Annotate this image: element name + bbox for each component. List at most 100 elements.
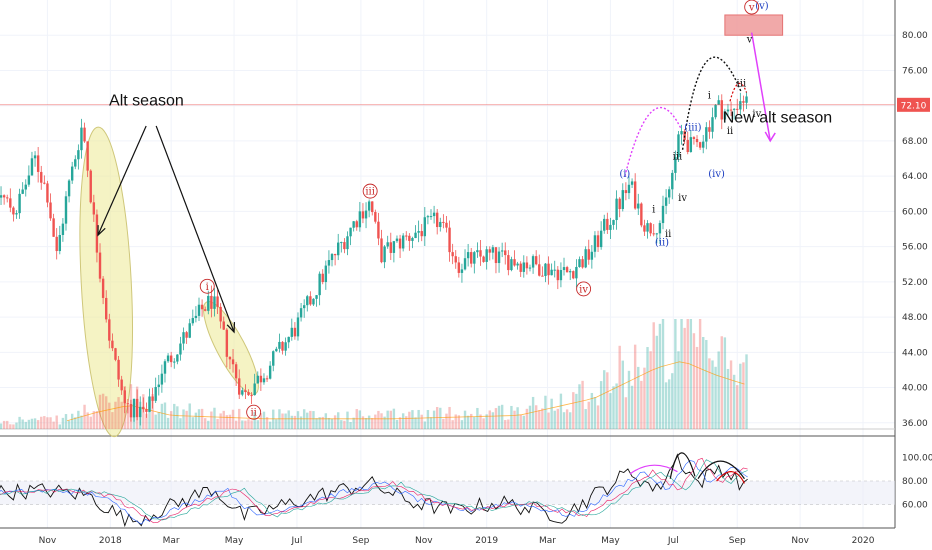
- candle-body: [720, 100, 723, 120]
- candle-body: [43, 182, 46, 184]
- candle-body: [488, 249, 491, 253]
- volume-bar: [627, 370, 631, 429]
- volume-bar: [479, 414, 482, 429]
- volume-bar: [281, 413, 284, 429]
- wave-label: i: [708, 91, 711, 102]
- candle-body: [423, 217, 427, 237]
- candle-body: [618, 198, 621, 210]
- wave-label-circle: [362, 183, 378, 199]
- candle-body: [148, 396, 151, 412]
- volume-bar: [525, 408, 529, 429]
- volume-bar: [346, 411, 349, 429]
- candle-body: [176, 354, 179, 362]
- time-tick-label: Nov: [39, 536, 57, 546]
- candle-body: [21, 189, 24, 194]
- volume-bar: [596, 405, 600, 429]
- wave-label: iv: [579, 284, 588, 295]
- candle-body: [70, 166, 74, 181]
- candle-body: [671, 172, 674, 190]
- candle-body: [698, 142, 702, 148]
- volume-bar: [228, 414, 232, 429]
- candle-body: [705, 127, 708, 142]
- candle-body: [674, 157, 677, 173]
- volume-bar: [423, 421, 427, 429]
- candle-body: [139, 406, 142, 418]
- candle-body: [74, 159, 77, 167]
- volume-bar: [225, 415, 229, 429]
- candle-body: [491, 247, 495, 253]
- candle-body: [714, 104, 717, 118]
- candle-body: [64, 196, 68, 224]
- volume-bar: [74, 417, 77, 429]
- candle-body: [169, 355, 173, 363]
- volume-bar: [510, 405, 513, 429]
- candle-body: [293, 327, 297, 337]
- volume-bar: [377, 410, 380, 429]
- time-tick-label: Mar: [163, 536, 180, 546]
- candle-body: [454, 256, 457, 263]
- volume-bar: [343, 420, 346, 429]
- candle-body: [340, 242, 343, 244]
- volume-bar: [182, 409, 185, 429]
- volume-bar: [340, 420, 343, 429]
- volume-bar: [575, 393, 578, 429]
- candle-body: [6, 197, 9, 199]
- volume-bar: [742, 362, 745, 429]
- candle-body: [309, 296, 312, 305]
- volume-bar: [578, 384, 581, 429]
- candle-body: [213, 296, 216, 309]
- candle-body: [401, 235, 405, 249]
- candle-body: [27, 175, 31, 185]
- volume-bar: [705, 339, 708, 429]
- volume-bar: [609, 393, 612, 429]
- resistance-zone: [724, 14, 784, 36]
- volume-bar: [624, 397, 628, 429]
- candle-body: [36, 155, 40, 172]
- volume-bar: [157, 412, 160, 429]
- candle-body: [157, 384, 160, 388]
- volume-bar: [284, 413, 287, 429]
- candle-body: [284, 342, 287, 351]
- candle-body: [426, 216, 430, 218]
- candle-body: [460, 269, 464, 273]
- volume-bar: [241, 420, 244, 429]
- volume-bar: [562, 412, 566, 429]
- candle-body: [228, 356, 232, 360]
- volume-bar: [723, 337, 727, 429]
- candle-body: [584, 249, 587, 268]
- volume-bar: [389, 410, 392, 429]
- candle-body: [2, 195, 6, 198]
- volume-bar: [528, 405, 532, 429]
- candle-body: [55, 236, 58, 252]
- volume-bar: [148, 399, 151, 429]
- volume-bar: [584, 409, 587, 429]
- volume-bar: [203, 418, 207, 429]
- volume-bar: [732, 374, 736, 429]
- candle-body: [420, 231, 423, 237]
- volume-bar: [603, 370, 606, 429]
- volume-bar: [494, 408, 498, 429]
- volume-bar: [259, 413, 263, 429]
- volume-bar: [606, 372, 609, 429]
- candle-body: [386, 242, 389, 247]
- volume-bar: [680, 319, 683, 429]
- candle-body: [494, 247, 498, 264]
- volume-bar: [460, 420, 464, 429]
- volume-bar: [52, 421, 55, 429]
- volume-bar: [265, 417, 269, 429]
- volume-bar: [111, 412, 114, 429]
- candle-body: [302, 305, 306, 309]
- volume-bar: [491, 412, 495, 429]
- volume-bar: [64, 414, 68, 429]
- volume-bar: [556, 408, 560, 429]
- candle-body: [677, 134, 680, 158]
- candle-body: [40, 171, 43, 183]
- volume-bar: [618, 345, 621, 429]
- volume-bar: [692, 333, 696, 429]
- volume-bar: [207, 420, 210, 429]
- volume-bar: [321, 416, 324, 429]
- candle-body: [473, 252, 476, 264]
- projection-arrow-line: [750, 32, 771, 142]
- candle-body: [142, 406, 145, 410]
